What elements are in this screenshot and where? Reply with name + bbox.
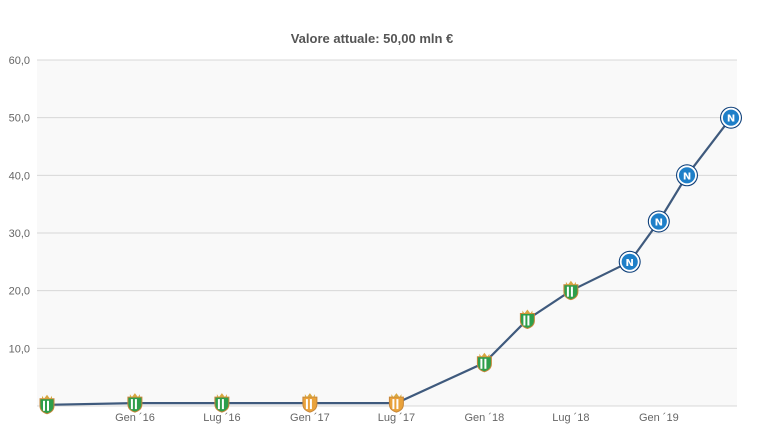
chart-title: Valore attuale: 50,00 mln € (291, 31, 454, 46)
y-tick-label: 40,0 (9, 170, 30, 182)
x-tick-label: Gen ´17 (290, 412, 330, 424)
grid-lines (37, 59, 737, 407)
svg-text:N: N (626, 258, 634, 269)
napoli-badge-icon[interactable]: N (676, 164, 698, 187)
x-tick-label: Lug ´16 (203, 412, 240, 424)
betis-badge-icon[interactable] (214, 393, 230, 413)
y-tick-label: 10,0 (9, 343, 30, 355)
svg-text:N: N (727, 114, 735, 125)
betis-badge-icon[interactable] (476, 352, 492, 373)
y-tick-label: 20,0 (9, 286, 30, 298)
betis-badge-icon[interactable] (519, 309, 535, 330)
data-markers: N N N N (39, 106, 742, 415)
napoli-badge-icon[interactable]: N (720, 106, 742, 129)
x-tick-label: Gen ´19 (639, 412, 679, 424)
betis-badge-icon[interactable] (563, 280, 579, 301)
x-tick-label: Gen ´16 (115, 412, 155, 424)
napoli-badge-icon[interactable]: N (647, 210, 670, 233)
x-tick-label: Lug ´18 (552, 412, 589, 424)
x-axis-ticks: Gen ´16 Lug ´16 Gen ´17 Lug ´17 Gen ´18 Lug ´… (115, 412, 679, 424)
betis-badge-icon[interactable] (39, 394, 55, 415)
betis-badge-icon[interactable] (388, 393, 404, 413)
betis-badge-icon[interactable] (302, 393, 318, 413)
y-tick-label: 50,0 (9, 113, 30, 125)
svg-text:N: N (683, 171, 691, 182)
y-axis-ticks: 10,0 20,0 30,0 40,0 50,0 60,0 (9, 55, 30, 355)
betis-badge-icon[interactable] (127, 393, 143, 413)
x-tick-label: Gen ´18 (464, 412, 504, 424)
y-tick-label: 30,0 (9, 228, 30, 240)
y-tick-label: 60,0 (9, 55, 30, 67)
napoli-badge-icon[interactable]: N (618, 250, 641, 273)
svg-text:N: N (655, 218, 663, 229)
x-tick-label: Lug ´17 (378, 412, 415, 424)
